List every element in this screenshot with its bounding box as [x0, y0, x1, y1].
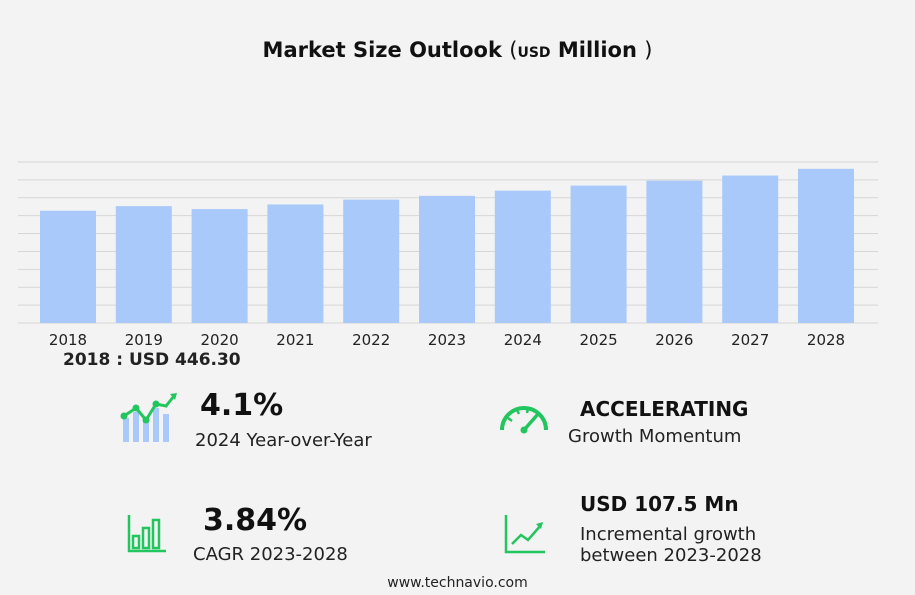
kpi-cagr-label: CAGR 2023-2028	[193, 544, 348, 565]
kpi-cagr-value: 3.84%	[203, 503, 308, 538]
bar-chart: 2018 2019 2020 2021 2022 2023 2024 2025 2026 2027…	[18, 161, 878, 349]
bar-2018	[40, 210, 96, 323]
x-tick-label: 2022	[352, 331, 390, 349]
kpi-momentum-value: ACCELERATING	[580, 397, 749, 421]
bar-2020	[191, 209, 248, 323]
kpi-incremental-label-line1: Incremental growth	[580, 524, 757, 545]
title-paren-close: )	[644, 38, 653, 62]
kpi-yoy-value: 4.1%	[200, 388, 284, 423]
kpi-momentum-label: Growth Momentum	[568, 426, 742, 447]
kpi-yoy-label-wrap: 2024 Year-over-Year	[195, 430, 372, 451]
bar-2024	[494, 190, 551, 323]
x-tick-label: 2028	[807, 331, 845, 349]
growth-chart-icon	[120, 393, 177, 442]
bar-2027	[722, 175, 779, 323]
x-tick-label: 2027	[731, 331, 769, 349]
trend-line-icon	[504, 515, 545, 554]
footer-url: www.technavio.com	[387, 575, 528, 591]
speedometer-icon	[500, 406, 548, 434]
bar-2019	[115, 206, 172, 323]
bar-2028	[798, 168, 854, 323]
x-tick-label: 2019	[125, 331, 163, 349]
bar-2025	[570, 185, 627, 323]
kpi-incremental-label-line2: between 2023-2028	[580, 545, 762, 566]
title-unit: Million	[557, 38, 637, 62]
x-tick-label: 2026	[655, 331, 693, 349]
title-unit-small: USD	[517, 45, 551, 61]
x-tick-label: 2021	[276, 331, 314, 349]
kpi-momentum-label-wrap: Growth Momentum	[568, 426, 741, 447]
kpi-incremental-value: USD 107.5 Mn	[580, 492, 739, 516]
kpi-yoy-label: 2024 Year-over-Year	[195, 430, 372, 451]
first-year-amount: 446.30	[175, 350, 241, 370]
kpi-cagr: 3.84%	[203, 503, 307, 538]
first-year-label: 2018 : USD	[63, 350, 170, 370]
bar-2021	[267, 204, 324, 323]
first-year-value: 2018 : USD 446.30	[63, 350, 241, 370]
title-paren-open: (	[509, 38, 518, 62]
x-tick-label: 2024	[504, 331, 542, 349]
x-tick-label: 2020	[201, 331, 239, 349]
bar-2026	[646, 180, 703, 323]
bar-2023	[419, 195, 475, 323]
kpi-yoy: 4.1%	[200, 388, 283, 423]
bar-2022	[343, 199, 400, 323]
kpi-momentum: ACCELERATING	[580, 397, 748, 421]
x-tick-label: 2018	[49, 331, 87, 349]
bar-chart-icon	[127, 515, 166, 553]
kpi-cagr-label-wrap: CAGR 2023-2028	[193, 544, 348, 565]
chart-title: Market Size Outlook (USD Million )	[0, 38, 915, 62]
x-tick-label: 2025	[580, 331, 618, 349]
title-main: Market Size Outlook	[262, 38, 502, 62]
x-tick-label: 2023	[428, 331, 466, 349]
kpi-incremental: USD 107.5 Mn	[580, 492, 739, 516]
kpi-incremental-label-wrap: Incremental growth between 2023-2028	[580, 524, 762, 566]
